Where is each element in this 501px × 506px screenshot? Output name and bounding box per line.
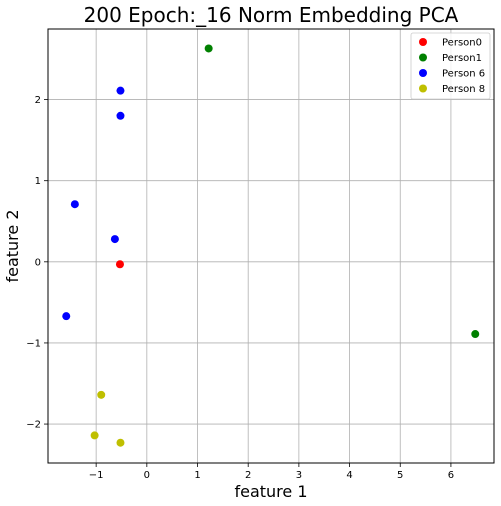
legend-label: Person 6 — [442, 69, 485, 80]
data-point-person-6 — [70, 200, 79, 209]
x-tick-label: 2 — [245, 470, 251, 481]
chart-title: 200 Epoch:_16 Norm Embedding PCA — [84, 3, 459, 27]
legend-marker — [419, 69, 427, 77]
data-point-person1 — [471, 330, 480, 339]
legend-box — [410, 32, 491, 100]
x-tick-label: 1 — [194, 470, 200, 481]
legend-marker — [419, 38, 427, 46]
x-axis-label: feature 1 — [234, 482, 307, 501]
axis-ticks: −1 0 1 2 3 4 5 6 −2 −1 0 1 2 — [26, 95, 454, 481]
data-point-person0 — [115, 260, 124, 269]
data-point-person1 — [204, 44, 213, 53]
legend-label: Person 8 — [442, 84, 485, 95]
legend-marker — [419, 84, 427, 93]
plot-area — [47, 28, 495, 464]
x-tick-label: −1 — [89, 470, 104, 481]
x-tick-label: 5 — [397, 470, 403, 481]
data-point-person-6 — [62, 312, 71, 321]
x-tick-label: 3 — [296, 470, 302, 481]
x-tick-label: 4 — [346, 470, 352, 481]
legend-marker — [419, 53, 427, 62]
y-tick-label: 0 — [35, 257, 41, 268]
y-tick-label: 1 — [35, 176, 41, 187]
y-axis-label: feature 2 — [3, 209, 22, 282]
data-point-person-6 — [116, 86, 125, 95]
data-point-person-8 — [90, 431, 99, 440]
y-tick-label: 2 — [35, 95, 41, 106]
legend-label: Person1 — [442, 53, 482, 64]
legend-label: Person0 — [442, 38, 482, 49]
x-tick-label: 0 — [144, 470, 150, 481]
data-point-person-6 — [110, 235, 119, 244]
x-tick-label: 6 — [448, 470, 454, 481]
y-tick-label: −2 — [26, 420, 41, 431]
data-point-person-8 — [97, 390, 106, 399]
data-point-person-8 — [116, 438, 125, 447]
data-point-person-6 — [116, 111, 125, 120]
y-tick-label: −1 — [26, 338, 41, 349]
legend: Person0 Person1 Person 6 Person 8 — [410, 32, 491, 100]
data-points — [62, 44, 480, 447]
